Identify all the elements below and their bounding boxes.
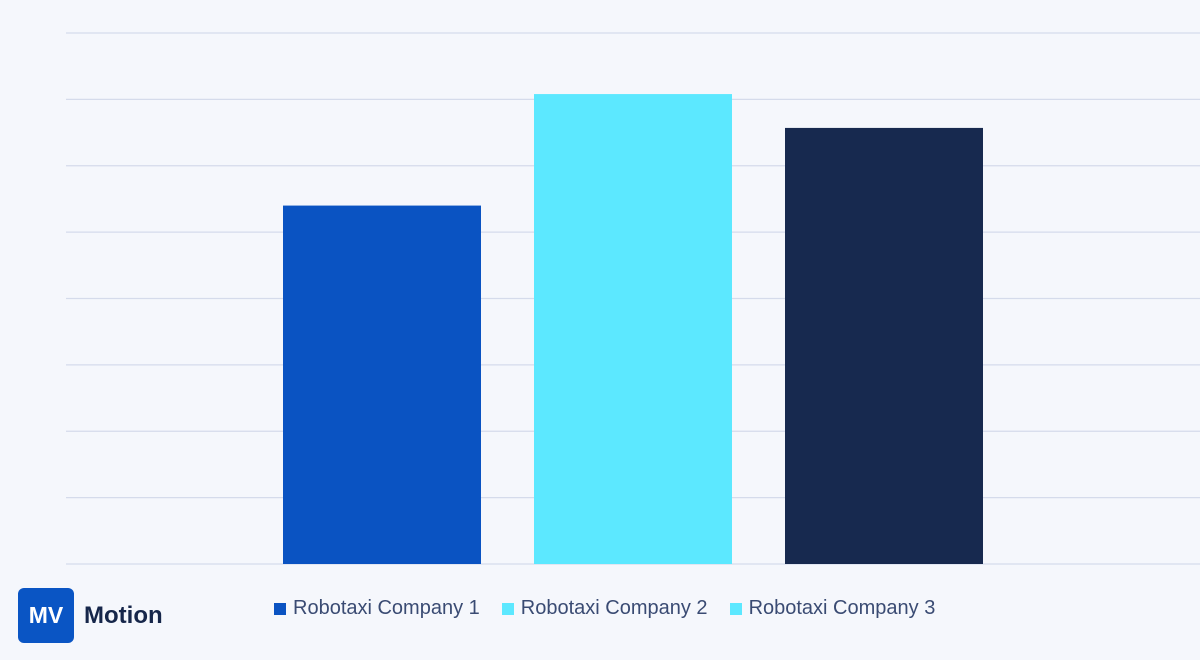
- bar: [785, 127, 983, 564]
- legend-label: Robotaxi Company 3: [748, 597, 936, 619]
- bar: [534, 94, 732, 564]
- bars: [283, 94, 983, 564]
- logo-badge: MV: [18, 588, 74, 643]
- legend-item: Robotaxi Company 1: [274, 597, 480, 620]
- chart-legend: Robotaxi Company 1 Robotaxi Company 2 Ro…: [274, 597, 957, 620]
- brand-logo: MV Motion: [18, 588, 163, 643]
- legend-swatch: [729, 602, 742, 615]
- legend-swatch: [274, 602, 286, 615]
- legend-label: Robotaxi Company 2: [520, 597, 708, 619]
- logo-name: Motion: [84, 601, 163, 629]
- legend-item: Robotaxi Company 2: [501, 597, 708, 620]
- bar-chart: [66, 32, 1200, 565]
- bar: [283, 205, 481, 564]
- legend-label: Robotaxi Company 1: [293, 597, 480, 619]
- legend-item: Robotaxi Company 3: [729, 597, 936, 620]
- legend-swatch: [501, 602, 514, 615]
